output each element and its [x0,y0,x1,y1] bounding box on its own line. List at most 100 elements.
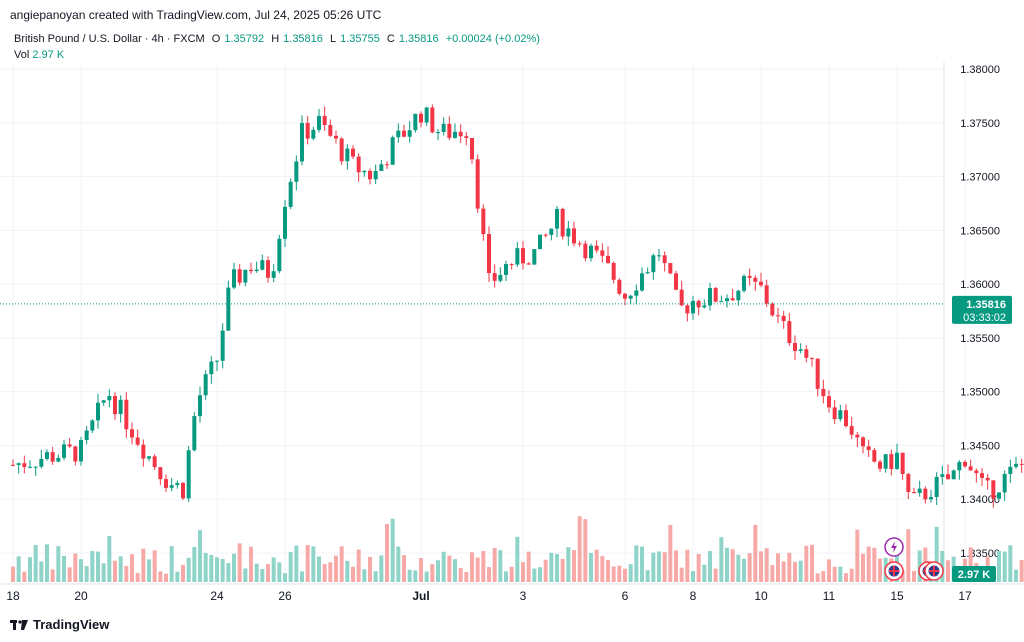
volume-bar [645,570,650,582]
volume-bar [164,573,168,582]
candle-body [679,289,684,306]
candle [1008,459,1013,483]
candle-body [84,430,89,441]
volume-bar [849,568,854,582]
candle [606,246,610,265]
candle [288,178,293,210]
candle-body [589,245,593,259]
volume-bar [475,557,480,582]
volume-bar [390,518,395,582]
y-tick-label: 1.34000 [960,494,1000,506]
volume-bar [606,559,610,582]
candle-body [934,476,939,497]
candle [215,360,219,371]
volume-value: 2.97 K [32,49,65,61]
candle [328,119,333,137]
volume-bar [946,560,950,582]
candle [317,109,321,133]
volume-bar [736,554,741,582]
candle-body [957,461,962,471]
volume-bar [124,566,129,582]
candle [929,489,933,503]
candle-body [130,429,134,438]
candle-body [668,263,673,274]
volume-bar [135,572,140,582]
candle [90,419,95,434]
y-tick-label: 1.36000 [960,279,1000,291]
candle [56,454,61,463]
candle-body [237,269,242,283]
candle [220,323,225,369]
candle [832,399,837,424]
x-tick-label: 10 [754,589,768,603]
candle-body [640,273,644,291]
candle [810,357,814,367]
candle-body [50,452,55,462]
candle-body [674,273,678,290]
chart-credit: angiepanoyan created with TradingView.co… [10,8,382,22]
volume-bar [634,545,639,582]
candle [1019,458,1024,473]
candle [209,356,214,384]
candle-body [203,374,208,396]
volume-bar [118,556,123,582]
candle [934,472,939,505]
volume-bar [373,571,378,582]
volume-bar [713,568,718,582]
candle-body [991,480,996,499]
candle [747,268,752,286]
volume-bar [538,567,542,582]
volume-bar [28,557,32,582]
candle-body [498,274,503,281]
candle-body [407,130,412,137]
candle-body [158,467,163,480]
candle [419,111,423,128]
candle-body [560,208,565,237]
candle-body [759,281,763,286]
y-tick-label: 1.37500 [960,118,1000,130]
volume-bar [821,571,826,582]
candle-body [793,342,797,351]
high-value: 1.35816 [283,33,323,45]
candle-body [929,496,933,500]
candle-body [997,492,1001,499]
candle [283,199,287,248]
volume-bar [362,569,367,582]
candle [623,292,627,306]
candle-body [572,228,576,244]
candle-body [390,137,395,165]
symbol-title[interactable]: British Pound / U.S. Dollar · 4h · FXCM [14,33,205,45]
volume-bar [141,548,146,582]
candle-body [861,437,865,447]
candle-body [549,228,554,235]
candle [424,106,429,126]
candle [203,370,208,401]
candle [968,459,973,471]
candle [725,294,729,308]
event-icons[interactable] [884,537,944,581]
candle-body [526,263,531,265]
volume-bar [158,571,163,582]
candle [169,477,174,492]
volume-tag-value: 2.97 K [958,569,990,581]
candle-body [192,416,197,451]
y-tick-label: 1.35000 [960,387,1000,399]
volume-bar [33,544,38,582]
volume-bar [674,550,678,582]
candle-body [266,260,270,278]
volume-bar [441,551,446,582]
candle [917,480,922,497]
candle [889,449,894,476]
candle-body [118,399,123,415]
candle-body [781,315,786,322]
volume-bar [594,549,599,582]
candle-body [770,303,775,316]
candle-body [175,482,180,486]
volume-bar [396,546,401,582]
volume-bar [356,549,361,582]
candle [526,262,531,265]
candle [11,459,15,467]
volume-bar [220,558,225,582]
candle [118,395,123,423]
